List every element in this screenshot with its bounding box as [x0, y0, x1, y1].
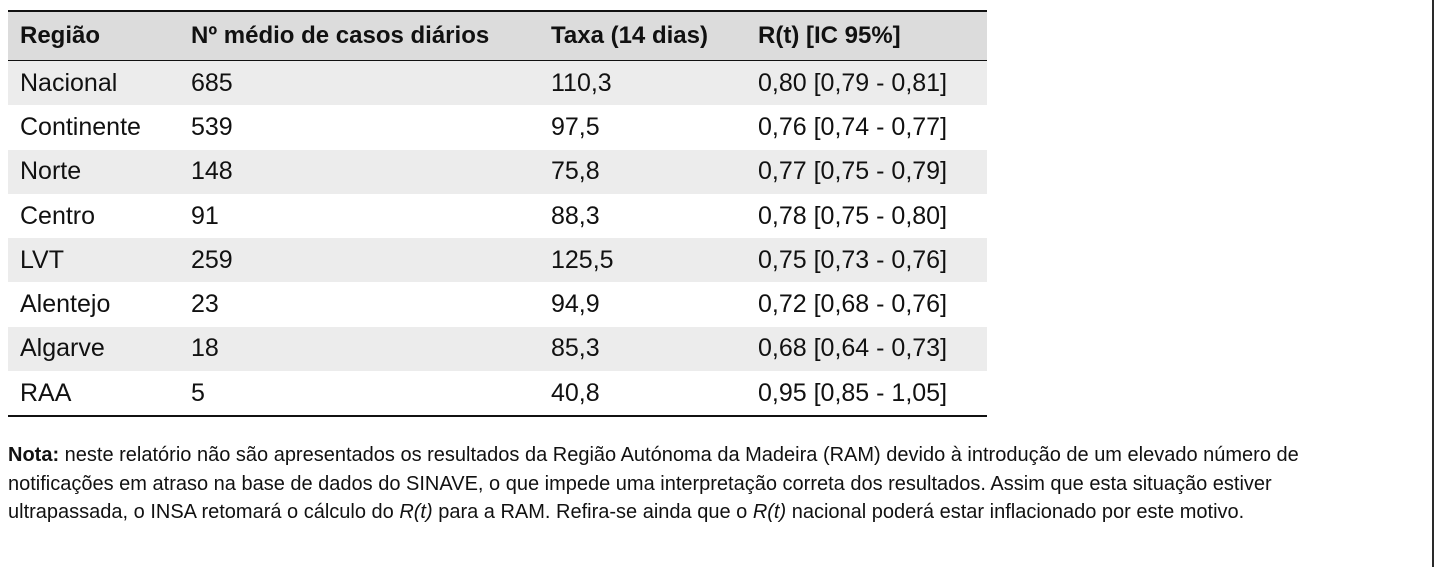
cell-rt: 0,77 [0,75 - 0,79] [758, 157, 948, 186]
cell-casos: 91 [191, 201, 219, 230]
cell-casos: 685 [191, 68, 233, 97]
cell-taxa: 125,5 [551, 245, 614, 274]
table-row: Centro 91 88,3 0,78 [0,75 - 0,80] [8, 194, 987, 238]
note-rt-term: R(t) [752, 501, 787, 523]
cell-casos: 539 [191, 112, 233, 141]
cell-regiao: Norte [20, 157, 82, 186]
cell-taxa: 110,3 [551, 68, 612, 97]
table-row: Alentejo 23 94,9 0,72 [0,68 - 0,76] [8, 282, 987, 326]
table-header-row: Região Nº médio de casos diários Taxa (1… [8, 12, 987, 61]
cell-rt: 0,95 [0,85 - 1,05] [758, 378, 948, 407]
regional-data-table: Região Nº médio de casos diários Taxa (1… [8, 10, 987, 418]
table-row: Algarve 18 85,3 0,68 [0,64 - 0,73] [8, 326, 987, 372]
page-edge-rule [1432, 0, 1434, 567]
cell-casos: 18 [191, 334, 219, 363]
cell-casos: 23 [191, 290, 219, 319]
cell-taxa: 94,9 [551, 290, 600, 319]
cell-regiao: LVT [20, 245, 64, 274]
table-row: RAA 5 40,8 0,95 [0,85 - 1,05] [8, 371, 987, 415]
cell-taxa: 40,8 [551, 378, 600, 407]
cell-regiao: Nacional [20, 68, 118, 97]
note-paragraph: Nota: neste relatório não são apresentad… [8, 441, 1308, 527]
header-rt: R(t) [IC 95%] [758, 22, 901, 49]
cell-taxa: 97,5 [551, 112, 600, 141]
cell-taxa: 88,3 [551, 201, 600, 230]
note-rt-term: R(t) [399, 501, 433, 523]
cell-regiao: Centro [20, 201, 96, 230]
cell-rt: 0,75 [0,73 - 0,76] [758, 245, 948, 274]
cell-casos: 148 [191, 157, 233, 186]
note-text: para a RAM. Refira-se ainda que o [432, 501, 753, 523]
table-row: Continente 539 97,5 0,76 [0,74 - 0,77] [8, 105, 987, 149]
table-row: Norte 148 75,8 0,77 [0,75 - 0,79] [8, 149, 987, 194]
cell-casos: 259 [191, 245, 233, 274]
note-text: neste relatório não são apresentados os … [8, 444, 1299, 523]
header-casos: Nº médio de casos diários [191, 22, 490, 49]
header-regiao: Região [20, 22, 101, 49]
cell-rt: 0,68 [0,64 - 0,73] [758, 334, 948, 363]
cell-regiao: Algarve [20, 334, 105, 363]
note-label: Nota: [8, 444, 60, 466]
cell-regiao: Continente [20, 112, 141, 141]
cell-rt: 0,80 [0,79 - 0,81] [758, 68, 948, 97]
cell-rt: 0,78 [0,75 - 0,80] [758, 201, 948, 230]
cell-taxa: 75,8 [551, 157, 600, 186]
note-text: nacional poderá estar inflacionado por e… [786, 501, 1245, 523]
table-row: LVT 259 125,5 0,75 [0,73 - 0,76] [8, 238, 987, 283]
cell-rt: 0,76 [0,74 - 0,77] [758, 112, 948, 141]
cell-casos: 5 [191, 378, 205, 407]
cell-regiao: Alentejo [20, 290, 111, 319]
header-taxa: Taxa (14 dias) [551, 22, 708, 49]
cell-rt: 0,72 [0,68 - 0,76] [758, 290, 948, 319]
cell-regiao: RAA [20, 378, 72, 407]
cell-taxa: 85,3 [551, 334, 600, 363]
table-row: Nacional 685 110,3 0,80 [0,79 - 0,81] [8, 61, 987, 106]
